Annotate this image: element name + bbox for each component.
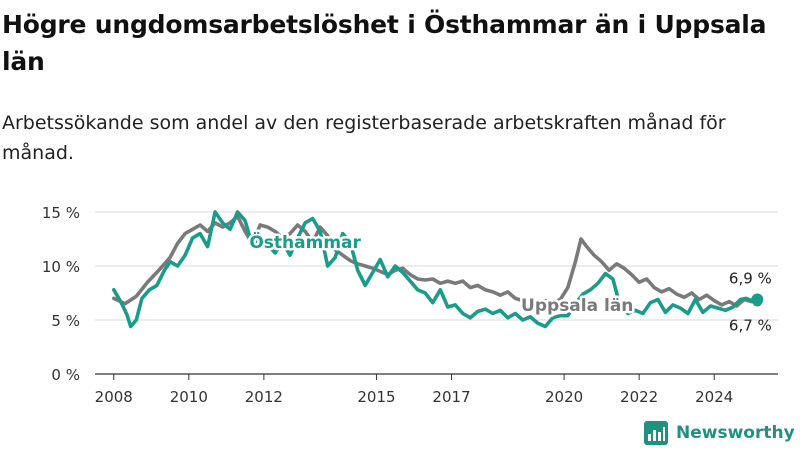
end-value-label: 6,7 % — [729, 317, 772, 335]
y-tick-label: 10 % — [42, 258, 80, 276]
x-tick-label: 2010 — [170, 388, 208, 406]
newsworthy-logo-icon — [644, 421, 668, 445]
y-tick-label: 0 % — [51, 366, 80, 384]
x-tick-label: 2024 — [695, 388, 733, 406]
y-tick-label: 5 % — [51, 312, 80, 330]
chart-title: Högre ungdomsarbetslöshet i Östhammar än… — [2, 10, 767, 76]
x-tick-label: 2022 — [620, 388, 658, 406]
end-marker-osthammar — [751, 293, 764, 306]
x-tick-label: 2020 — [545, 388, 583, 406]
brand-name: Newsworthy — [676, 423, 795, 443]
series-line--sthammar — [112, 210, 760, 329]
end-value-label: 6,9 % — [729, 269, 772, 287]
series-label: Östhammar — [249, 231, 361, 253]
series-label: Uppsala län — [521, 296, 633, 316]
x-tick-label: 2008 — [95, 388, 133, 406]
y-tick-label: 15 % — [42, 204, 80, 222]
x-tick-label: 2012 — [245, 388, 283, 406]
x-tick-label: 2017 — [432, 388, 470, 406]
chart-subtitle: Arbetssökande som andel av den registerb… — [2, 112, 726, 164]
x-tick-label: 2015 — [357, 388, 395, 406]
brand-logo: Newsworthy — [644, 420, 795, 446]
